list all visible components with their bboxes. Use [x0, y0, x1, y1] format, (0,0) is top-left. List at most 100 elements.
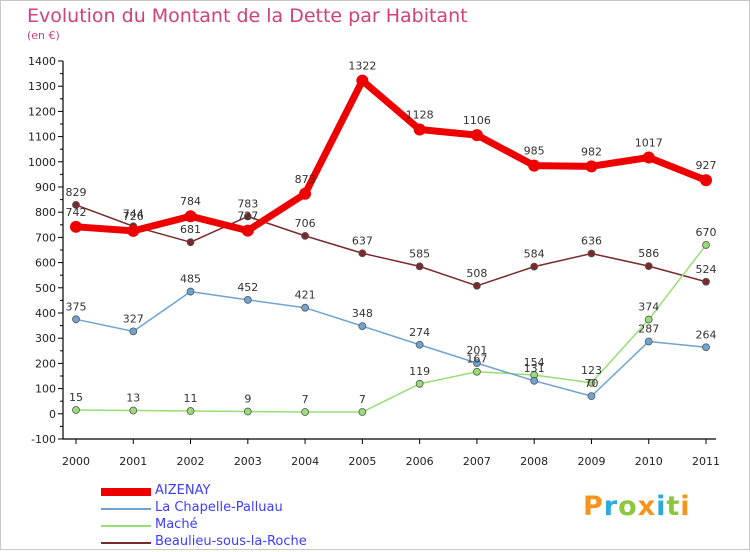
data-label: 524 — [696, 263, 717, 276]
data-label: 70 — [584, 377, 598, 390]
logo-letter: o — [618, 491, 638, 522]
data-label: 670 — [696, 226, 717, 239]
x-tick-label: 2004 — [291, 455, 319, 468]
y-tick-label: 1400 — [28, 55, 56, 68]
data-point — [70, 220, 82, 233]
data-point — [186, 407, 195, 415]
data-label: 706 — [295, 217, 316, 230]
data-label: 13 — [126, 392, 140, 405]
x-tick-label: 2007 — [463, 455, 491, 468]
data-point — [301, 303, 309, 312]
logo-letter: t — [666, 491, 681, 522]
data-point — [415, 262, 424, 271]
series-line — [75, 244, 707, 413]
y-tick-label: 900 — [35, 181, 56, 194]
data-point — [129, 327, 138, 336]
data-label: 421 — [295, 289, 316, 302]
data-point — [243, 212, 252, 221]
data-point — [700, 174, 712, 187]
data-label: 452 — [237, 281, 258, 294]
data-label: 584 — [524, 248, 545, 261]
data-label: 327 — [123, 312, 144, 325]
data-label: 274 — [409, 326, 430, 339]
data-point — [413, 123, 426, 136]
data-label: 7 — [359, 393, 366, 406]
data-point — [585, 160, 598, 173]
data-label: 636 — [581, 235, 602, 248]
data-label: 374 — [638, 301, 659, 314]
data-label: 348 — [352, 307, 373, 320]
legend-label: AIZENAY — [155, 483, 211, 498]
data-label: 119 — [409, 365, 430, 378]
data-point — [587, 378, 596, 387]
legend-swatch — [101, 508, 151, 510]
data-label: 123 — [581, 364, 602, 377]
data-point — [358, 249, 367, 258]
data-point — [301, 231, 309, 240]
x-tick-label: 2009 — [577, 455, 605, 468]
data-label: 585 — [409, 247, 430, 260]
data-point — [243, 407, 252, 416]
data-label: 586 — [638, 247, 659, 260]
x-tick-label: 2000 — [62, 455, 90, 468]
data-point — [129, 406, 138, 415]
x-tick-label: 2001 — [119, 455, 147, 468]
data-label: 637 — [352, 234, 373, 247]
data-label: 1017 — [635, 137, 663, 150]
data-point — [642, 151, 655, 164]
legend-label: Beaulieu-sous-la-Roche — [155, 534, 307, 549]
data-label: 873 — [295, 173, 316, 186]
legend-label: La Chapelle-Palluau — [155, 500, 283, 515]
data-label: 742 — [66, 206, 87, 219]
data-label: 681 — [180, 223, 201, 236]
y-tick-label: 1000 — [28, 156, 56, 169]
data-label: 927 — [696, 159, 717, 172]
legend-swatch — [101, 525, 151, 527]
y-tick-label: 700 — [35, 231, 56, 244]
data-label: 264 — [696, 328, 717, 341]
data-point — [644, 262, 653, 271]
data-point — [358, 322, 367, 331]
data-point — [470, 129, 483, 142]
data-label: 727 — [237, 210, 258, 223]
data-label: 15 — [69, 391, 83, 404]
x-tick-label: 2003 — [234, 455, 262, 468]
data-label: 11 — [184, 392, 198, 405]
data-point — [358, 408, 367, 416]
data-point — [587, 249, 596, 258]
data-point — [299, 187, 312, 200]
data-label: 1128 — [406, 109, 434, 122]
y-tick-label: 500 — [35, 282, 56, 295]
data-label: 201 — [466, 344, 487, 357]
x-tick-label: 2011 — [692, 455, 720, 468]
data-point — [241, 224, 254, 237]
data-label: 287 — [638, 322, 659, 335]
data-label: 726 — [123, 210, 144, 223]
data-point — [587, 392, 596, 401]
y-tick-label: 600 — [35, 257, 56, 270]
y-tick-label: 1100 — [28, 131, 56, 144]
data-label: 982 — [581, 145, 602, 158]
data-label: 1322 — [348, 60, 376, 73]
data-label: 829 — [66, 186, 87, 199]
data-point — [72, 200, 80, 209]
x-tick-label: 2005 — [348, 455, 376, 468]
data-point — [186, 287, 195, 296]
y-tick-label: 100 — [35, 383, 56, 396]
logo-letter: i — [680, 491, 691, 522]
data-label: 985 — [524, 145, 545, 158]
data-point — [702, 241, 710, 249]
legend-label: Maché — [155, 517, 198, 532]
data-point — [415, 379, 424, 388]
data-point — [415, 340, 424, 349]
data-point — [301, 408, 309, 416]
data-label: 7 — [302, 393, 309, 406]
x-tick-label: 2002 — [177, 455, 205, 468]
data-label: 167 — [466, 353, 487, 366]
chart-subtitle: (en €) — [27, 29, 60, 42]
logo-letter: P — [583, 491, 604, 522]
data-point — [473, 359, 481, 368]
data-label: 508 — [466, 267, 487, 280]
logo-letter: i — [656, 491, 667, 522]
